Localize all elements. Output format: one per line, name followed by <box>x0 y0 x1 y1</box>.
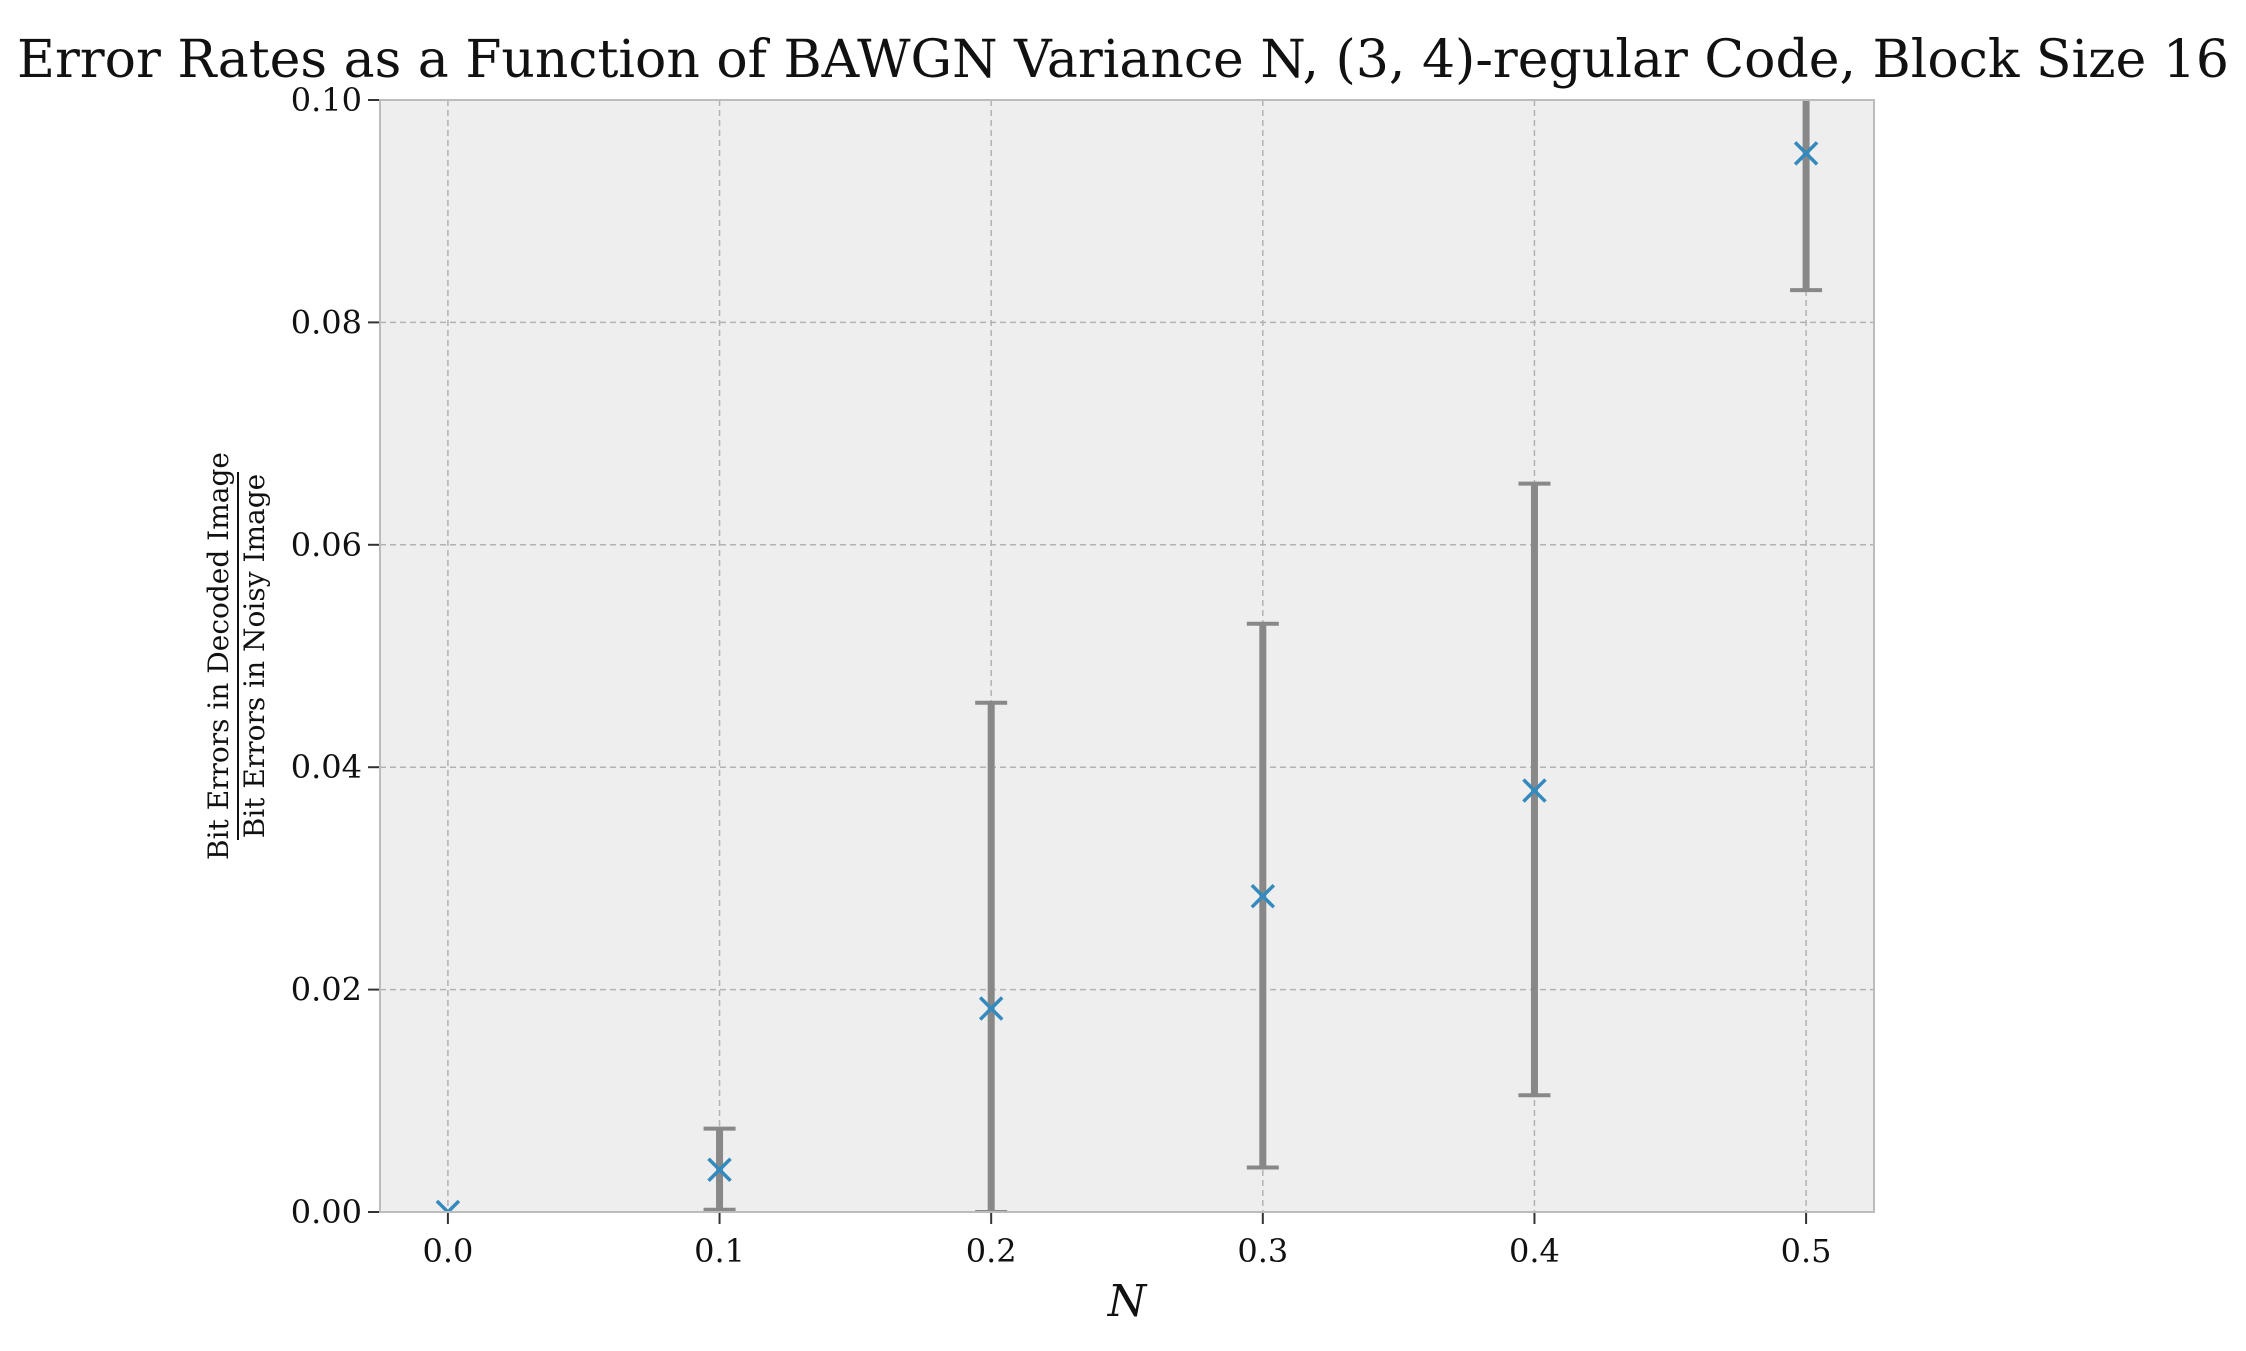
y-axis-label: Bit Errors in Decoded Image Bit Errors i… <box>202 452 271 860</box>
x-tick-label: 0.4 <box>1509 1232 1560 1270</box>
plot-frame <box>379 99 1875 1213</box>
data-point-marker <box>1522 778 1547 803</box>
data-point-marker <box>1250 883 1276 909</box>
x-tick-label: 0.2 <box>966 1232 1017 1270</box>
x-tick-label: 0.5 <box>1781 1232 1832 1270</box>
y-tick-label: 0.00 <box>291 1193 362 1231</box>
data-point-marker <box>978 996 1004 1021</box>
y-axis-label-numerator: Bit Errors in Decoded Image <box>202 452 235 860</box>
x-tick-label: 0.3 <box>1237 1232 1288 1270</box>
y-axis-label-denominator: Bit Errors in Noisy Image <box>238 474 271 839</box>
y-tick-label: 0.06 <box>291 526 362 564</box>
y-tick-label: 0.04 <box>291 748 362 786</box>
y-tick-label: 0.02 <box>291 971 362 1009</box>
plot-area <box>380 100 1874 1212</box>
data-point-marker <box>435 1199 461 1212</box>
data-point-marker <box>707 1157 732 1182</box>
y-tick-label: 0.08 <box>291 303 362 341</box>
x-axis-label: N <box>1107 1276 1148 1327</box>
y-tick-label: 0.10 <box>291 81 362 119</box>
y-axis-ticks: 0.00 0.02 0.04 0.06 0.08 0.10 <box>291 81 380 1231</box>
x-axis-ticks: 0.0 0.1 0.2 0.3 0.4 0.5 <box>422 1212 1832 1270</box>
x-tick-label: 0.0 <box>422 1232 473 1270</box>
chart-title: Error Rates as a Function of BAWGN Varia… <box>17 30 2229 90</box>
data-markers <box>435 141 1819 1212</box>
x-tick-label: 0.1 <box>694 1232 745 1270</box>
data-point-marker <box>1793 141 1819 166</box>
